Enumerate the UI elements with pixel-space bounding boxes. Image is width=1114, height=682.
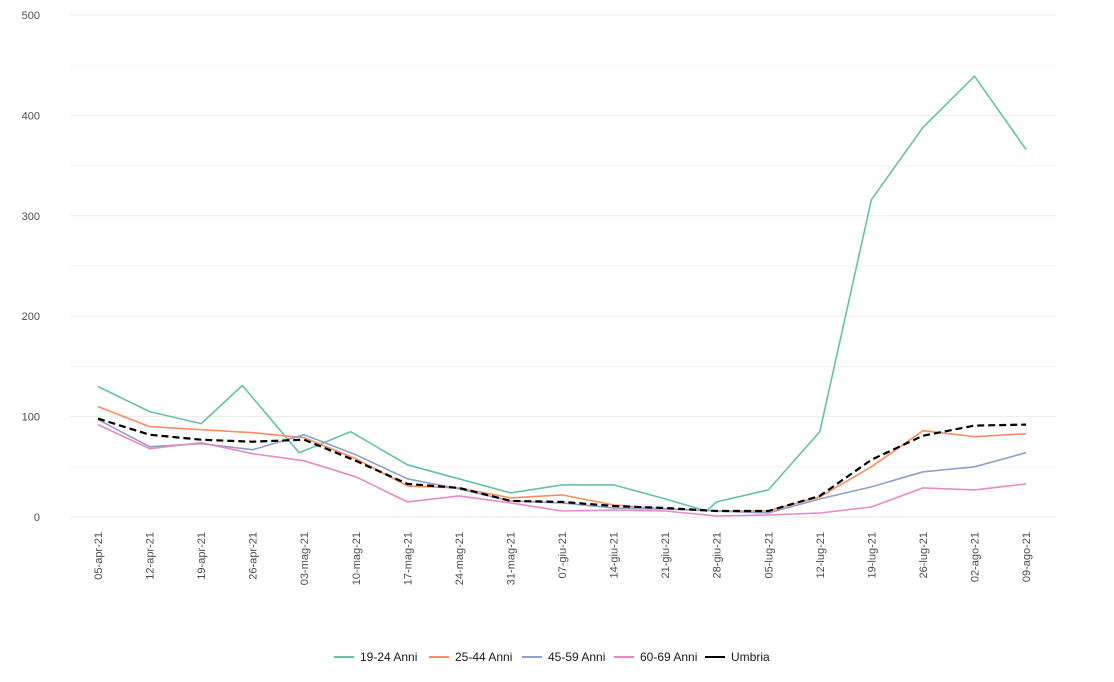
x-tick-label: 31-mag-21 — [505, 532, 517, 585]
x-tick-label: 21-giu-21 — [660, 532, 672, 578]
x-tick-label: 05-lug-21 — [763, 532, 775, 578]
x-tick-label: 12-apr-21 — [145, 532, 157, 580]
gridlines — [70, 14, 1056, 518]
x-tick-label: 28-giu-21 — [712, 532, 724, 578]
x-axis-ticks: 05-apr-21 12-apr-21 19-apr-21 26-apr-21 03-m… — [93, 532, 1033, 585]
x-tick-label: 24-mag-21 — [454, 532, 466, 585]
x-tick-label: 03-mag-21 — [299, 532, 311, 585]
legend-label: 19-24 Anni — [360, 650, 417, 664]
x-tick-label: 17-mag-21 — [402, 532, 414, 585]
y-tick-label: 200 — [22, 311, 40, 323]
series-lines — [97, 75, 1027, 517]
y-axis-ticks: 0 100 200 300 400 500 — [22, 10, 40, 524]
y-tick-label: 300 — [22, 211, 40, 223]
legend-label: Umbria — [731, 650, 770, 664]
x-tick-label: 14-giu-21 — [609, 532, 621, 578]
x-tick-label: 05-apr-21 — [93, 532, 105, 580]
x-tick-label: 19-apr-21 — [196, 532, 208, 580]
legend: 19-24 Anni 25-44 Anni 45-59 Anni 60-69 Anni… — [334, 650, 770, 664]
x-tick-label: 02-ago-21 — [970, 532, 982, 582]
series-line-60-69-anni — [97, 423, 1027, 517]
y-tick-label: 400 — [22, 110, 40, 122]
x-tick-label: 09-ago-21 — [1021, 532, 1033, 582]
legend-label: 60-69 Anni — [640, 650, 697, 664]
x-tick-label: 26-apr-21 — [248, 532, 260, 580]
series-line-19-24-anni — [97, 75, 1027, 512]
series-line-umbria — [97, 417, 1027, 513]
legend-label: 45-59 Anni — [548, 650, 605, 664]
x-tick-label: 19-lug-21 — [866, 532, 878, 578]
y-tick-label: 500 — [22, 10, 40, 22]
legend-label: 25-44 Anni — [455, 650, 512, 664]
x-tick-label: 10-mag-21 — [351, 532, 363, 585]
y-tick-label: 100 — [22, 412, 40, 424]
x-tick-label: 12-lug-21 — [815, 532, 827, 578]
y-tick-label: 0 — [34, 512, 40, 524]
series-line-25-44-anni — [97, 405, 1027, 512]
x-tick-label: 07-giu-21 — [557, 532, 569, 578]
x-tick-label: 26-lug-21 — [918, 532, 930, 578]
